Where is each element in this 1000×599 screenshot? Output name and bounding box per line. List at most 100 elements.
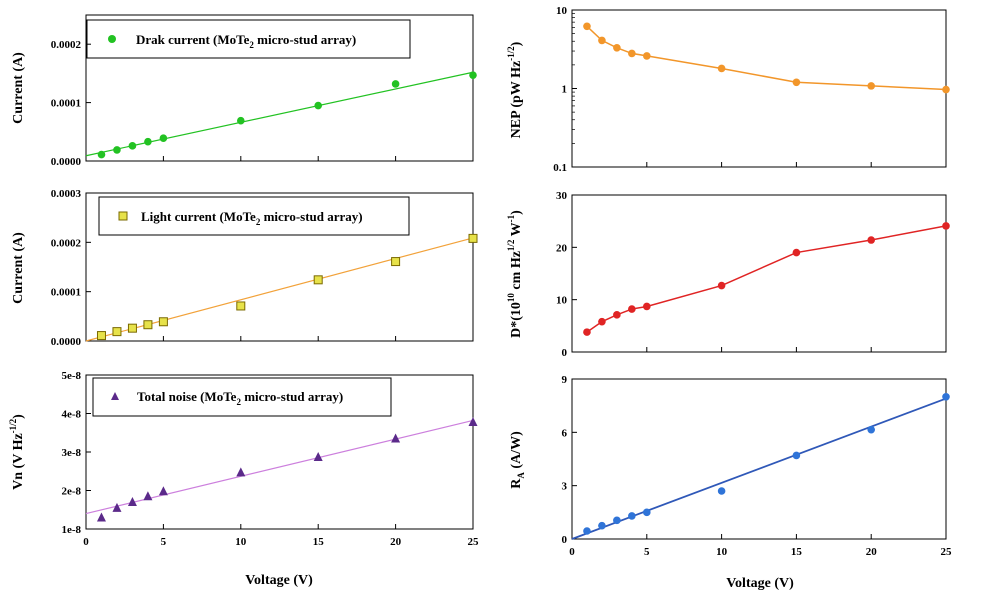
data-point-ra [867,425,875,434]
y-tick-label-nep: 1 [562,84,568,96]
x-tick-label-ra: 15 [791,546,803,558]
y-tick-label-light: 0.0003 [51,188,82,200]
data-point-dark [113,146,121,154]
data-point-dark [469,71,477,79]
y-tick-label-ra: 9 [562,374,568,386]
data-point-light [313,275,323,285]
data-point-ra [598,521,606,530]
y-tick-label-nep: 10 [556,5,568,17]
y-tick-label-ra: 6 [562,427,568,439]
panel-light: Current (A) Light current (MoTe2 micro-s… [11,188,478,348]
data-point-dstar [613,311,621,319]
data-point-light [112,327,122,337]
data-point-nep [583,22,591,31]
legend-box-dark [86,19,411,59]
data-point-dark [391,80,400,88]
data-point-ra [613,516,621,525]
data-point-noise [468,416,478,426]
y-tick-label-dstar: 30 [556,190,568,202]
panel-dark: Current (A) Drak current (MoTe2 micro-st… [11,14,477,168]
data-point-ra [942,392,950,401]
data-point-dstar [598,317,606,326]
ylabel-light: Current (A) [11,232,26,304]
y-tick-label-dark: 0.0000 [51,156,82,168]
data-point-ra [643,508,651,517]
data-point-dark [237,116,245,125]
fit-line-dark [85,71,474,157]
ylabel-noise: Vn (V Hz-1/2) [8,414,26,490]
ylabel-nep: NEP (pW Hz-1/2) [506,41,524,138]
legend-text-dark: Drak current (MoTe2 micro-stud array) [136,32,356,50]
data-point-nep [643,52,651,60]
data-point-noise [313,452,323,462]
x-tick-label-noise: 10 [235,536,247,548]
legend-noise: Total noise (MoTe2 micro-stud array) [92,377,392,417]
data-point-dark [128,142,137,150]
data-point-dark [144,137,152,146]
y-tick-label-noise: 1e-8 [61,524,81,536]
y-tick-label-dark: 0.0002 [51,39,82,51]
data-point-light [468,233,478,243]
legend-box-light [98,196,410,236]
ylabel-dstar: D*(1010 cm Hz1/2 W-1) [506,210,524,338]
x-tick-label-noise: 20 [390,536,402,548]
data-point-noise [143,491,153,501]
y-tick-label-dstar: 10 [556,295,568,307]
data-point-nep [613,43,621,52]
y-tick-label-light: 0.0002 [51,237,82,249]
x-tick-label-noise: 25 [468,536,480,548]
data-point-dstar [583,328,591,336]
data-point-noise [112,502,122,512]
legend-marker-noise [111,392,119,400]
y-tick-label-light: 0.0001 [51,287,81,299]
x-tick-label-noise: 5 [161,536,167,548]
data-point-ra [792,451,801,460]
y-tick-label-dstar: 20 [556,242,568,254]
data-point-ra [583,527,591,535]
x-tick-label-ra: 20 [866,546,878,558]
data-point-dark [159,134,168,143]
series-line-nep [586,25,947,91]
y-tick-label-noise: 4e-8 [61,409,81,421]
y-tick-label-noise: 2e-8 [61,486,81,498]
panel-noise: Vn (V Hz-1/2) Total noise (MoTe2 micro-s… [8,370,479,548]
ylabel-dark: Current (A) [11,52,26,124]
y-tick-label-dstar: 0 [562,347,568,359]
data-point-nep [717,64,726,73]
data-point-ra [717,487,726,495]
data-point-nep [792,78,801,87]
x-tick-label-noise: 0 [83,536,89,548]
data-point-dstar [867,236,875,244]
y-tick-label-ra: 0 [562,534,568,546]
data-point-dark [97,150,106,159]
panel-nep: NEP (pW Hz-1/2) 0.1 1 10 [506,5,950,174]
data-point-noise [127,497,137,507]
data-point-dstar [643,302,651,311]
data-point-dstar [628,305,636,313]
data-point-light [127,323,137,333]
data-point-dstar [717,281,726,290]
y-tick-label-ra: 3 [562,481,568,493]
y-tick-label-noise: 3e-8 [61,447,81,459]
data-point-noise [96,512,106,522]
x-tick-label-ra: 10 [716,546,728,558]
y-tick-label-light: 0.0000 [51,336,82,348]
x-tick-label-ra: 5 [644,546,650,558]
x-tick-label-ra: 25 [941,546,953,558]
data-point-light [391,257,401,267]
data-point-nep [628,49,636,58]
data-point-nep [598,36,606,45]
x-tick-label-ra: 0 [569,546,575,558]
data-point-nep [942,85,950,94]
xlabel-left: Voltage (V) [245,573,313,588]
data-point-light [143,320,153,330]
data-point-light [158,317,168,327]
data-point-noise [236,467,246,477]
data-point-dstar [792,248,801,257]
legend-text-noise: Total noise (MoTe2 micro-stud array) [137,389,343,407]
data-point-dark [314,101,323,110]
panel-dstar: D*(1010 cm Hz1/2 W-1) 0 10 20 30 [506,190,950,359]
x-tick-label-noise: 15 [313,536,325,548]
data-point-light [96,331,106,341]
